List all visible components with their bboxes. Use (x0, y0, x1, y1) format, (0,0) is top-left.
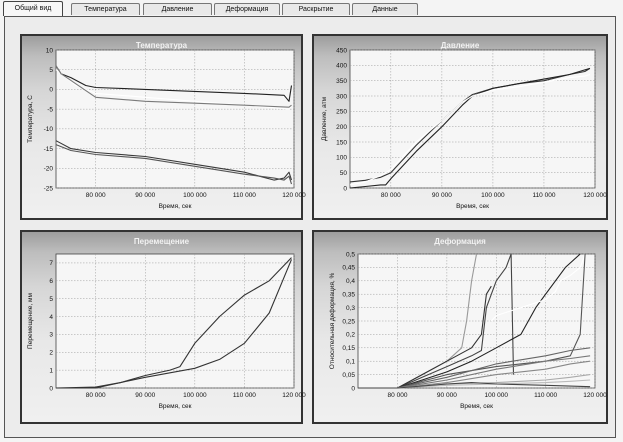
chart-3-x-tick-label: 90 000 (135, 392, 155, 399)
chart-1-y-tick-label: 5 (49, 67, 53, 74)
chart-4-y-tick-label: 0,5 (346, 251, 355, 258)
chart-2-y-tick-label: 200 (336, 124, 347, 131)
chart-4-y-tick-label: 0,05 (342, 372, 355, 379)
chart-1-series-3-line (55, 65, 292, 108)
chart-3-y-tick-label: 4 (49, 314, 53, 321)
chart-2-y-tick-label: 100 (336, 155, 347, 162)
chart-3-y-tick-label: 3 (49, 332, 53, 339)
chart-2-x-tick-label: 100 000 (481, 192, 505, 199)
chart-3-x-tick-label: 120 000 (282, 392, 306, 399)
chart-2-y-tick-label: 150 (336, 139, 347, 146)
chart-4-series-4-line (358, 253, 581, 389)
chart-3-y-tick-label: 7 (49, 260, 53, 267)
pressure-chart-panel: 80 000 90 000 100 000 110 000 120 000 450 400 3… (312, 34, 608, 220)
chart-2-x-axis-label: Время, сек (456, 203, 489, 210)
tab-overview[interactable]: Общий вид (3, 1, 63, 16)
chart-1-x-tick-label: 120 000 (282, 192, 306, 199)
deformation-chart-panel: 80 000 90 000 100 000 110 000 120 000 0,5 0,45… (312, 230, 608, 424)
chart-2-x-tick-label: 80 000 (381, 192, 401, 199)
displacement-chart-panel: 80 000 90 000 100 000 110 000 120 000 7 6 5 4 3 2 1… (20, 230, 306, 424)
chart-4-y-tick-label: 0,45 (342, 265, 355, 272)
chart-2-y-tick-label: 250 (336, 109, 347, 116)
chart-1-plot-area (55, 49, 295, 189)
chart-1-x-tick-label: 80 000 (86, 192, 106, 199)
chart-3-x-tick-label: 100 000 (183, 392, 207, 399)
chart-1-title: Температура (136, 41, 188, 50)
chart-1-y-tick-label: 0 (49, 87, 53, 94)
chart-2-series-2-line (349, 67, 591, 189)
chart-2-y-tick-label: 400 (336, 63, 347, 70)
chart-2-series-3-line (349, 73, 591, 186)
chart-1-series-5-line (55, 144, 293, 185)
chart-4-y-tick-label: 0,2 (346, 332, 355, 339)
chart-2-y-axis-label: Давление, атм (321, 96, 328, 141)
chart-1-x-tick-label: 90 000 (135, 192, 155, 199)
chart-3-x-axis-label: Время, сек (159, 403, 192, 410)
chart-4-series-5-line (490, 253, 586, 322)
chart-1-x-tick-label: 100 000 (183, 192, 207, 199)
chart-2-plot-area (349, 49, 596, 189)
chart-1-y-tick-label: 10 (46, 47, 54, 54)
chart-2-x-tick-label: 110 000 (532, 192, 555, 199)
chart-2-y-tick-label: 350 (336, 78, 347, 85)
tab-temperature[interactable]: Температура (71, 3, 140, 15)
chart-4-y-tick-label: 0,4 (346, 278, 355, 285)
temperature-chart-panel: 80 000 90 000 100 000 110 000 120 000 10 5 0 -5 -… (20, 34, 306, 220)
chart-3-y-axis-label: Перемещение, мм (27, 293, 34, 349)
chart-2-y-tick-label: 450 (336, 47, 347, 54)
chart-4-y-tick-label: 0,25 (342, 318, 355, 325)
deformation-chart: 80 000 90 000 100 000 110 000 120 000 0,5 0,45… (329, 237, 607, 410)
tab-deformation[interactable]: Деформация (214, 3, 280, 15)
tab-bar: Общий вид Температура Давление Деформаци… (0, 0, 623, 17)
chart-4-series-3-line (358, 285, 492, 389)
temperature-chart: 80 000 90 000 100 000 110 000 120 000 10 5 0 -5 -… (27, 41, 306, 210)
chart-4-series-12-line (358, 382, 591, 389)
chart-1-y-axis-label: Температура, С (27, 95, 34, 143)
chart-3-x-tick-label: 110 000 (233, 392, 256, 399)
chart-2-y-tick-label: 0 (343, 185, 347, 192)
chart-3-series-2-line (55, 259, 293, 389)
chart-4-x-tick-label: 80 000 (388, 392, 408, 399)
chart-4-y-tick-label: 0,3 (346, 305, 355, 312)
chart-2-x-tick-label: 120 000 (583, 192, 607, 199)
chart-4-y-axis-label: Относительная деформация, % (329, 273, 336, 370)
chart-4-x-tick-label: 110 000 (534, 392, 557, 399)
chart-2-y-tick-label: 300 (336, 93, 347, 100)
chart-1-y-tick-label: -10 (44, 126, 54, 133)
chart-2-title: Давление (441, 41, 480, 50)
chart-1-y-tick-label: -15 (44, 146, 54, 153)
pressure-chart: 80 000 90 000 100 000 110 000 120 000 450 400 3… (321, 41, 607, 210)
chart-1-y-tick-label: -5 (47, 106, 53, 113)
chart-4-y-tick-label: 0,15 (342, 345, 355, 352)
chart-1-series-4-line (55, 140, 293, 181)
chart-2-x-tick-label: 90 000 (432, 192, 452, 199)
chart-4-y-tick-label: 0,1 (346, 359, 355, 366)
chart-3-y-tick-label: 0 (49, 385, 53, 392)
chart-1-y-tick-label: -25 (44, 185, 54, 192)
chart-3-x-tick-label: 80 000 (86, 392, 106, 399)
chart-4-x-tick-label: 120 000 (583, 392, 607, 399)
chart-2-y-tick-label: 50 (340, 170, 348, 177)
chart-3-y-tick-label: 6 (49, 278, 53, 285)
displacement-chart: 80 000 90 000 100 000 110 000 120 000 7 6 5 4 3 2 1… (27, 237, 306, 410)
chart-4-title: Деформация (434, 237, 486, 246)
chart-4-x-tick-label: 100 000 (485, 392, 509, 399)
chart-3-y-tick-label: 2 (49, 350, 53, 357)
chart-4-x-tick-label: 90 000 (437, 392, 457, 399)
chart-4-y-tick-label: 0 (351, 385, 355, 392)
chart-3-y-tick-label: 1 (49, 367, 53, 374)
chart-4-x-axis-label: Время, сек (460, 403, 493, 410)
chart-3-y-tick-label: 5 (49, 296, 53, 303)
tab-data[interactable]: Данные (352, 3, 418, 15)
tab-pressure[interactable]: Давление (143, 3, 212, 15)
chart-4-series-2-line (358, 253, 515, 389)
chart-1-series-1-line (55, 65, 293, 102)
tab-opening[interactable]: Раскрытие (282, 3, 350, 15)
chart-1-x-axis-label: Время, сек (159, 203, 192, 210)
chart-1-x-tick-label: 110 000 (233, 192, 256, 199)
chart-4-y-tick-label: 0,35 (342, 292, 355, 299)
chart-1-series-2-line (55, 69, 292, 110)
chart-1-y-tick-label: -20 (44, 166, 54, 173)
chart-3-title: Перемещение (134, 237, 190, 246)
